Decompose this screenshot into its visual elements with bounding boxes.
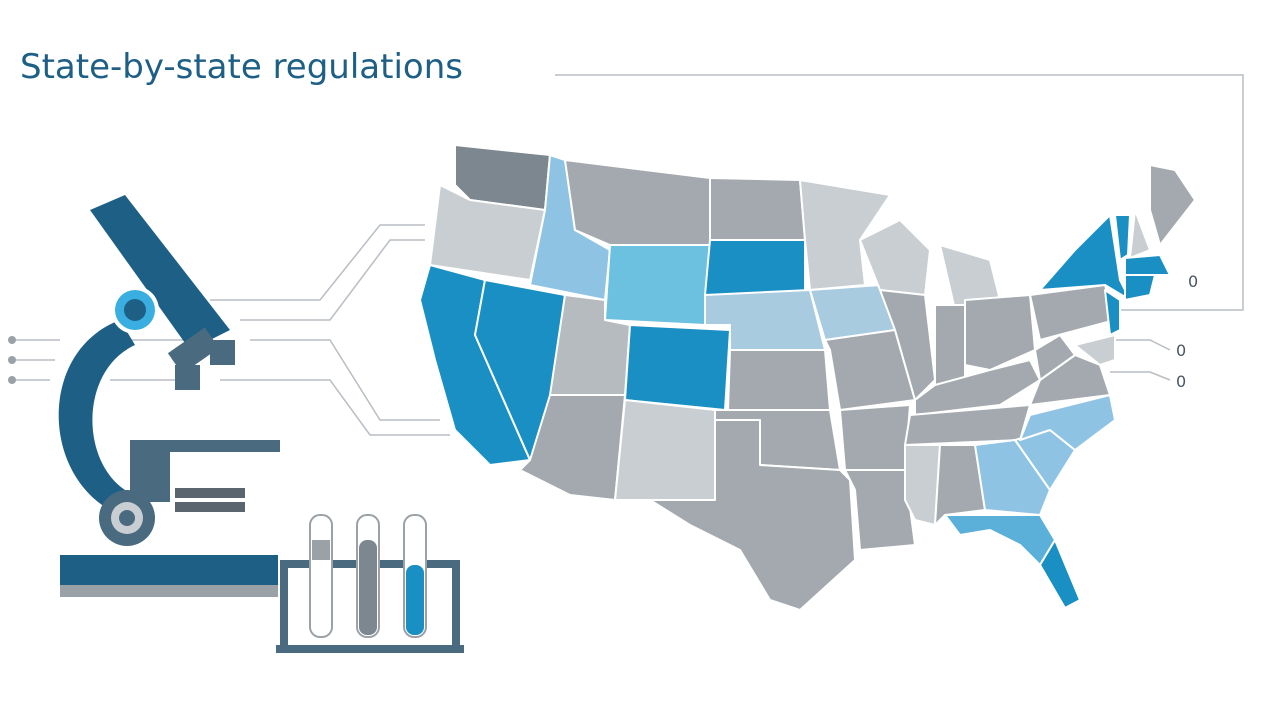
callout-label: 0 [1176,341,1186,360]
test-tubes [276,514,464,653]
title: State-by-state regulations [20,47,463,87]
us-map [419,144,1196,611]
callout-label: 0 [1176,372,1186,391]
microscope [58,195,280,597]
callout-label: 0 [1188,272,1198,291]
connector-lines [8,74,1244,436]
